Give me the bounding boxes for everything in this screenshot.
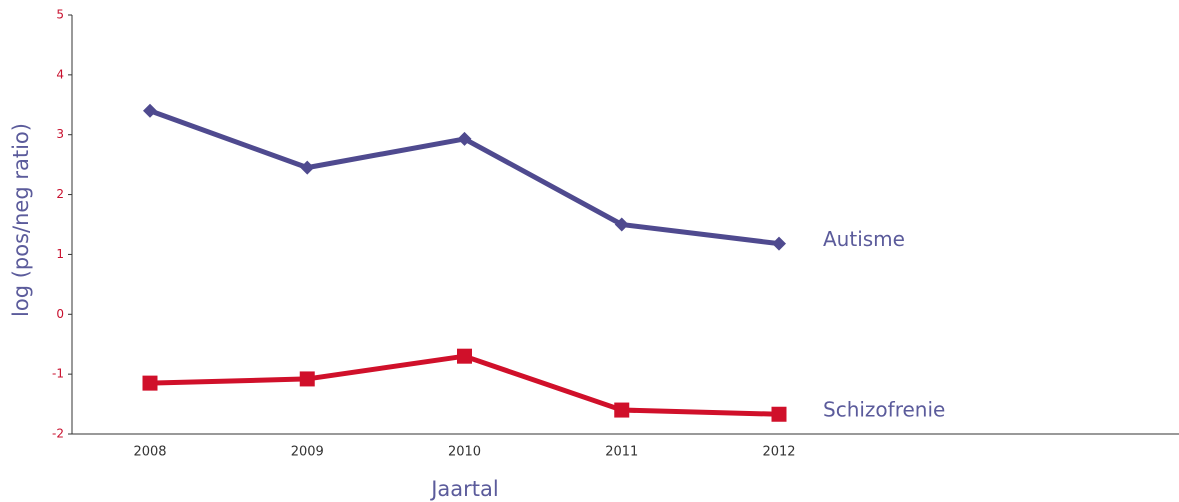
point [614,217,629,232]
y-tick-label: 4 [56,67,64,81]
series-line [149,353,780,417]
y-tick-label: -2 [52,427,64,441]
x-tick-label: 2008 [133,445,166,460]
series-label: Schizofrenie [823,398,945,422]
x-tick-label: 2010 [448,445,481,460]
y-axis-label: log (pos/neg ratio) [9,123,33,317]
y-tick-label: 5 [56,8,64,22]
series-line [149,108,780,247]
point [299,371,315,387]
y-tick-label: 2 [56,187,64,201]
point [772,236,786,251]
x-axis-label: Jaartal [429,477,499,501]
y-tick-label: 3 [56,127,64,141]
point [457,348,472,364]
point [614,402,630,418]
x-tick-label: 2009 [291,445,324,460]
point [457,131,472,146]
point [142,375,158,391]
point [143,103,157,118]
y-tick-label: -1 [52,367,64,381]
x-tick-label: 2012 [762,445,795,460]
y-tick-label: 1 [56,247,64,261]
point [771,406,787,422]
point [300,160,315,175]
x-tick-label: 2011 [605,445,638,460]
series-label: Autisme [823,227,905,251]
y-tick-label: 0 [56,307,64,321]
